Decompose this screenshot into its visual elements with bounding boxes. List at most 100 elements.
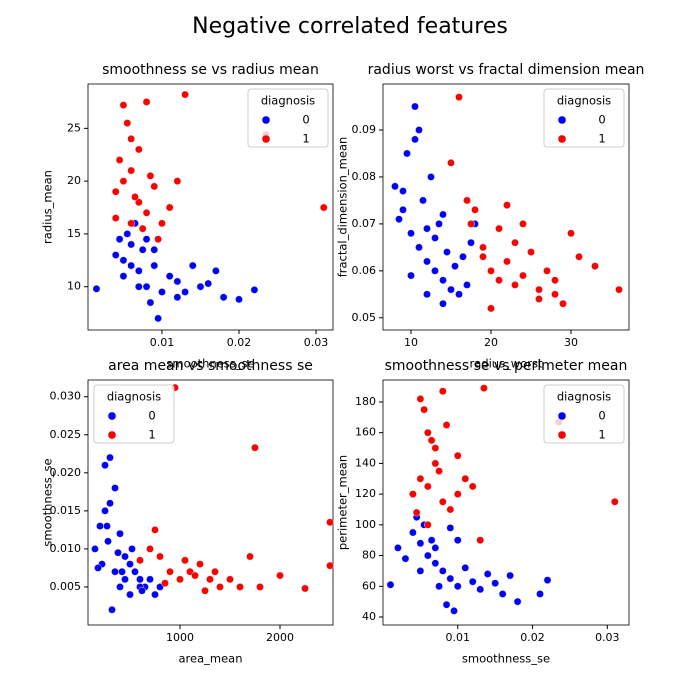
point bbox=[491, 579, 500, 588]
point bbox=[256, 583, 264, 591]
legend-marker bbox=[557, 115, 567, 125]
y-tick-label: 0.06 bbox=[352, 264, 377, 277]
point bbox=[407, 271, 415, 280]
point bbox=[119, 256, 128, 265]
point bbox=[127, 219, 135, 228]
point bbox=[447, 159, 455, 167]
point bbox=[427, 436, 436, 445]
point bbox=[424, 428, 432, 437]
point bbox=[435, 467, 443, 475]
point bbox=[446, 505, 455, 514]
y-tick-label: 40 bbox=[362, 610, 376, 623]
point bbox=[431, 544, 440, 552]
y-tick-label: 160 bbox=[355, 426, 376, 439]
legend-title: diagnosis bbox=[261, 94, 315, 108]
legend-label: 1 bbox=[598, 132, 605, 146]
point bbox=[165, 203, 174, 212]
x-axis-label: radius_worst bbox=[470, 357, 543, 371]
x-tick-label: 10 bbox=[404, 336, 418, 349]
point bbox=[551, 290, 559, 299]
x-tick-label: 20 bbox=[484, 336, 498, 349]
point bbox=[511, 238, 519, 247]
point bbox=[106, 499, 114, 508]
point bbox=[463, 196, 471, 205]
point bbox=[461, 474, 470, 483]
point bbox=[461, 564, 470, 572]
point bbox=[173, 277, 182, 286]
y-axis-label: fractal_dimension_mean bbox=[336, 137, 350, 278]
x-tick-label: 0.03 bbox=[595, 631, 620, 644]
x-tick-label: 0.01 bbox=[150, 336, 175, 349]
point bbox=[150, 245, 159, 254]
point bbox=[543, 266, 551, 275]
legend-marker bbox=[261, 115, 271, 125]
point bbox=[442, 600, 451, 609]
point bbox=[479, 252, 487, 261]
point bbox=[446, 524, 455, 532]
point bbox=[150, 182, 159, 191]
point bbox=[146, 575, 154, 584]
legend-box bbox=[247, 88, 329, 148]
figure-title: Negative correlated features bbox=[192, 14, 508, 39]
point bbox=[431, 266, 439, 275]
point bbox=[319, 203, 328, 212]
legend-label: 0 bbox=[302, 113, 309, 127]
point bbox=[94, 564, 102, 572]
point bbox=[503, 257, 511, 266]
point bbox=[487, 304, 495, 313]
y-tick-label: 100 bbox=[355, 518, 376, 531]
point bbox=[438, 567, 447, 575]
y-axis-label: smoothness_se bbox=[41, 458, 55, 546]
point bbox=[121, 552, 129, 561]
point bbox=[212, 267, 220, 275]
point bbox=[216, 583, 224, 591]
point bbox=[158, 288, 166, 296]
y-tick-label: 0.005 bbox=[50, 580, 82, 593]
point bbox=[453, 490, 462, 498]
point bbox=[476, 536, 485, 545]
point bbox=[136, 575, 144, 584]
point bbox=[173, 177, 182, 185]
point bbox=[527, 248, 535, 256]
legend-title: diagnosis bbox=[107, 390, 161, 404]
point bbox=[111, 567, 119, 576]
legend-title: diagnosis bbox=[557, 94, 611, 108]
point bbox=[104, 537, 112, 546]
x-axis-label: smoothness_se bbox=[166, 357, 254, 371]
point bbox=[111, 187, 120, 196]
point bbox=[127, 240, 135, 249]
axes-frame bbox=[382, 83, 630, 331]
point bbox=[123, 119, 132, 127]
point bbox=[401, 554, 410, 563]
point bbox=[391, 182, 399, 191]
point bbox=[415, 126, 423, 134]
point bbox=[399, 205, 407, 214]
point bbox=[235, 295, 243, 304]
point bbox=[226, 575, 234, 584]
point bbox=[119, 177, 128, 185]
point bbox=[127, 166, 135, 175]
point bbox=[201, 586, 209, 595]
point bbox=[455, 290, 463, 299]
point bbox=[119, 101, 128, 109]
point bbox=[142, 98, 151, 106]
point bbox=[219, 293, 228, 302]
point bbox=[134, 282, 143, 291]
point bbox=[142, 208, 151, 217]
point bbox=[536, 590, 544, 598]
point bbox=[468, 482, 477, 491]
point bbox=[451, 262, 459, 271]
point bbox=[420, 405, 428, 414]
point bbox=[188, 261, 197, 270]
point bbox=[543, 576, 552, 584]
point bbox=[442, 421, 451, 429]
point bbox=[435, 220, 443, 228]
point bbox=[467, 238, 475, 247]
point bbox=[181, 556, 189, 565]
y-tick-label: 0.025 bbox=[50, 428, 82, 441]
point bbox=[439, 276, 447, 285]
point bbox=[121, 575, 129, 584]
point bbox=[127, 261, 135, 270]
point bbox=[196, 282, 205, 291]
